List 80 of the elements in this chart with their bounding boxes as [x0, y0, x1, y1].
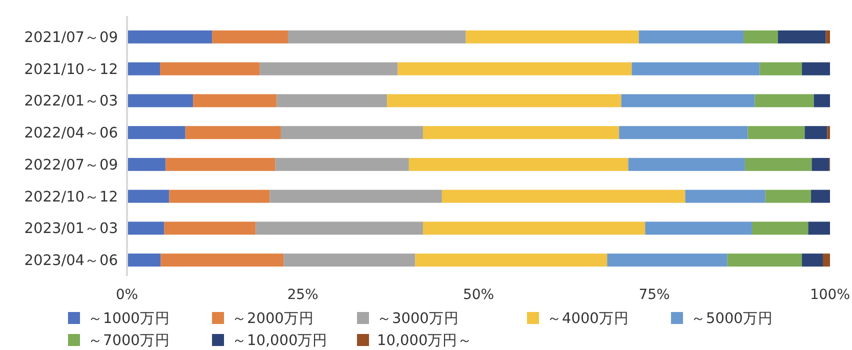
bar: [127, 190, 170, 203]
legend-label: ～3000万円: [377, 311, 459, 327]
bar: [193, 94, 277, 108]
legend-label: ～4000万円: [547, 311, 629, 327]
x-tick-label: 100%: [810, 287, 850, 303]
legend-label: ～7000万円: [88, 333, 170, 349]
bar: [826, 30, 830, 44]
bar: [760, 62, 802, 76]
legend-label: ～5000万円: [691, 311, 773, 327]
x-tick-label: 25%: [287, 287, 318, 303]
bar: [748, 126, 805, 140]
bar: [408, 158, 628, 171]
y-tick-label: 2022/01～03: [24, 94, 118, 110]
bar: [466, 30, 639, 44]
bar: [685, 190, 766, 203]
bar: [822, 254, 830, 267]
legend-label: 10,000万円～: [377, 333, 473, 349]
bar: [638, 30, 744, 44]
bar: [812, 158, 830, 171]
bar: [744, 30, 778, 44]
legend-label: ～10,000万円: [232, 333, 328, 349]
bar: [166, 158, 276, 171]
y-tick-label: 2022/07～09: [24, 157, 118, 174]
x-tick-label: 0%: [116, 287, 138, 303]
bar: [808, 222, 830, 235]
y-tick-label: 2021/10～12: [24, 62, 118, 78]
bar: [127, 222, 164, 235]
bar: [778, 30, 826, 44]
bar: [628, 158, 745, 171]
bar: [415, 254, 608, 267]
bar: [288, 30, 466, 44]
bar: [827, 126, 830, 140]
bar: [212, 30, 288, 44]
bar: [632, 62, 760, 76]
bar: [280, 126, 423, 140]
bar: [387, 94, 622, 108]
bar: [442, 190, 686, 203]
bar: [814, 94, 830, 108]
bar: [607, 254, 728, 267]
bar: [270, 190, 442, 203]
bar: [260, 62, 398, 76]
bar: [276, 94, 388, 108]
bar: [802, 254, 823, 267]
bar: [169, 190, 270, 203]
bar: [754, 94, 814, 108]
bar: [619, 126, 748, 140]
bar: [398, 62, 632, 76]
bar: [127, 62, 160, 76]
x-tick-label: 50%: [462, 287, 494, 303]
x-tick-label: 75%: [638, 287, 670, 303]
bar: [284, 254, 416, 267]
bar: [811, 190, 830, 203]
bar: [804, 126, 828, 140]
y-tick-label: 2022/10～12: [24, 189, 118, 206]
bar: [275, 158, 409, 171]
y-tick-label: 2023/04～06: [24, 253, 118, 270]
bar: [127, 158, 166, 171]
bar: [160, 254, 284, 267]
bar: [727, 254, 802, 267]
legend-label: ～1000万円: [88, 311, 170, 327]
bar: [752, 222, 808, 235]
bar: [160, 62, 260, 76]
bar: [127, 126, 186, 140]
bar: [422, 126, 620, 140]
y-tick-label: 2023/01～03: [24, 221, 118, 238]
bar: [621, 94, 755, 108]
bar: [185, 126, 281, 140]
y-tick-label: 2022/04～06: [24, 126, 118, 142]
bar: [127, 30, 212, 44]
bar: [645, 222, 752, 235]
bar: [422, 222, 646, 235]
legend-label: ～2000万円: [232, 311, 314, 327]
bar: [765, 190, 812, 203]
y-tick-label: 2021/07～09: [24, 30, 118, 46]
bar: [127, 94, 194, 108]
bar: [164, 222, 256, 235]
bar: [744, 158, 812, 171]
bar: [802, 62, 830, 76]
bar: [127, 254, 161, 267]
bar: [256, 222, 423, 235]
